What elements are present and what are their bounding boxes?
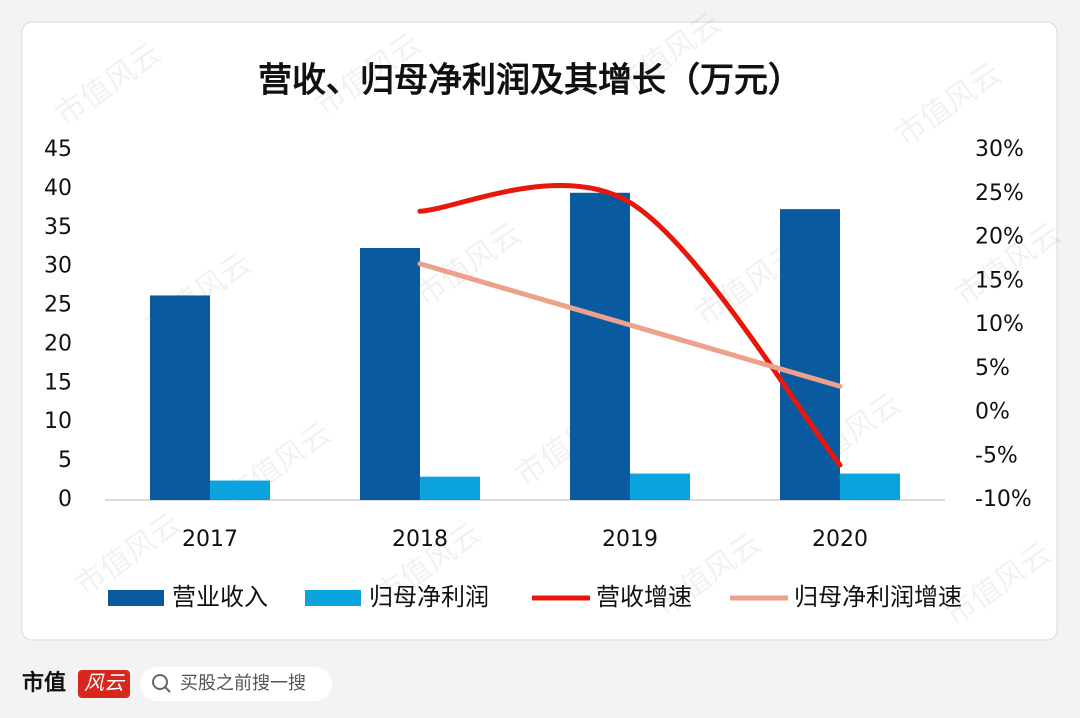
x-tick-label: 2017 [182,527,238,552]
bar [150,295,210,500]
y2-tick-label: 5% [975,356,1010,381]
legend-label: 归母净利润增速 [794,583,962,611]
y2-tick-label: 25% [975,181,1024,206]
line [417,261,843,389]
bar [630,473,690,500]
y-tick-label: 15 [44,370,72,395]
legend-swatch [108,590,164,606]
search-icon [152,674,168,690]
y2-tick-label: 0% [975,400,1010,425]
logo-box [78,670,130,698]
y-tick-label: 35 [44,215,72,240]
bar [420,476,480,500]
y2-tick-label: 30% [975,137,1024,162]
y-tick-label: 45 [44,137,72,162]
bar [840,473,900,500]
y2-tick-label: 20% [975,225,1024,250]
y-tick-label: 30 [44,254,72,279]
legend-label: 营业收入 [172,583,268,611]
search-box[interactable] [140,667,332,701]
y-tick-label: 10 [44,409,72,434]
x-tick-label: 2018 [392,527,448,552]
y2-tick-label: -5% [975,443,1018,468]
y2-tick-label: -10% [975,487,1032,512]
y2-tick-label: 15% [975,268,1024,293]
y-tick-label: 0 [58,487,72,512]
bar [210,480,270,500]
y-tick-label: 5 [58,448,72,473]
brand: 市值 [22,670,66,696]
legend-swatch [305,590,361,606]
search-icon [164,686,171,693]
y-tick-label: 40 [44,176,72,201]
bar [570,192,630,500]
search-text[interactable]: 买股之前搜一搜 [180,673,306,694]
logo: 风云 [84,671,126,695]
chart-title: 营收、归母净利润及其增长（万元） [258,61,802,101]
line [417,182,843,468]
y-tick-label: 20 [44,331,72,356]
x-tick-label: 2019 [602,527,658,552]
bar [360,248,420,500]
legend-label: 营收增速 [596,583,692,611]
x-tick-label: 2020 [812,527,868,552]
y-tick-label: 25 [44,293,72,318]
legend-label: 归母净利润 [369,583,489,611]
y2-tick-label: 10% [975,312,1024,337]
